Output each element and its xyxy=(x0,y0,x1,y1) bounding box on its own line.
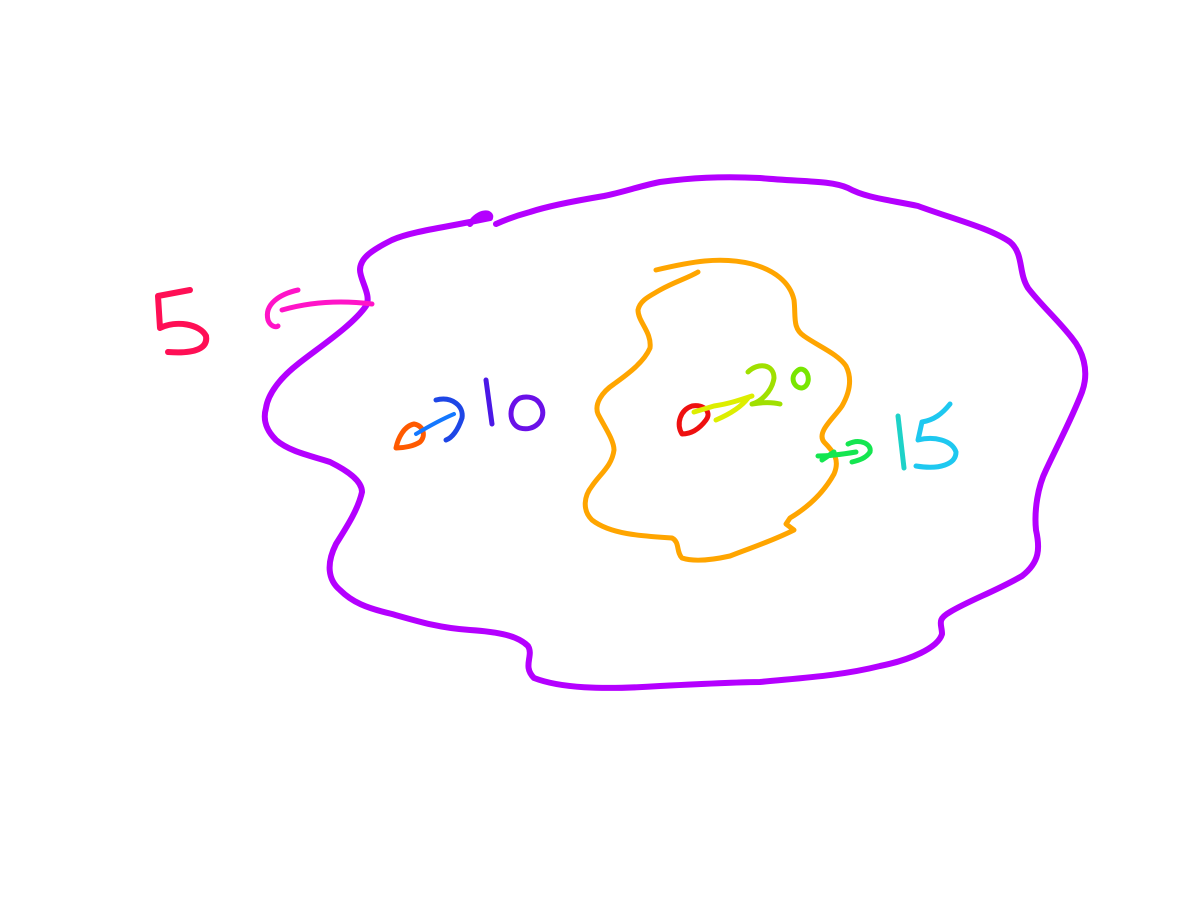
label-10-glyph-one xyxy=(483,377,495,427)
label-20-glyph-two xyxy=(745,363,783,407)
arrow-20 xyxy=(691,393,755,423)
arrow-5 xyxy=(264,287,375,330)
label-10-bracket xyxy=(433,396,465,443)
label-15-glyph-five xyxy=(913,401,959,470)
label-5-glyph xyxy=(155,287,210,356)
label-15: 15 xyxy=(896,469,898,471)
label-15-glyph-one xyxy=(895,413,907,471)
label-5: 5 xyxy=(150,361,151,363)
outer-contour-line xyxy=(261,174,1089,691)
arrow-15 xyxy=(815,439,873,465)
arrow-10 xyxy=(414,412,456,436)
inner-contour-line xyxy=(582,257,852,563)
label-20-glyph-zero xyxy=(790,366,811,391)
label-10-glyph-zero xyxy=(508,394,546,432)
label-10: 10 xyxy=(486,429,488,431)
label-20: 20 xyxy=(748,405,750,407)
point-10-marker xyxy=(393,421,426,451)
